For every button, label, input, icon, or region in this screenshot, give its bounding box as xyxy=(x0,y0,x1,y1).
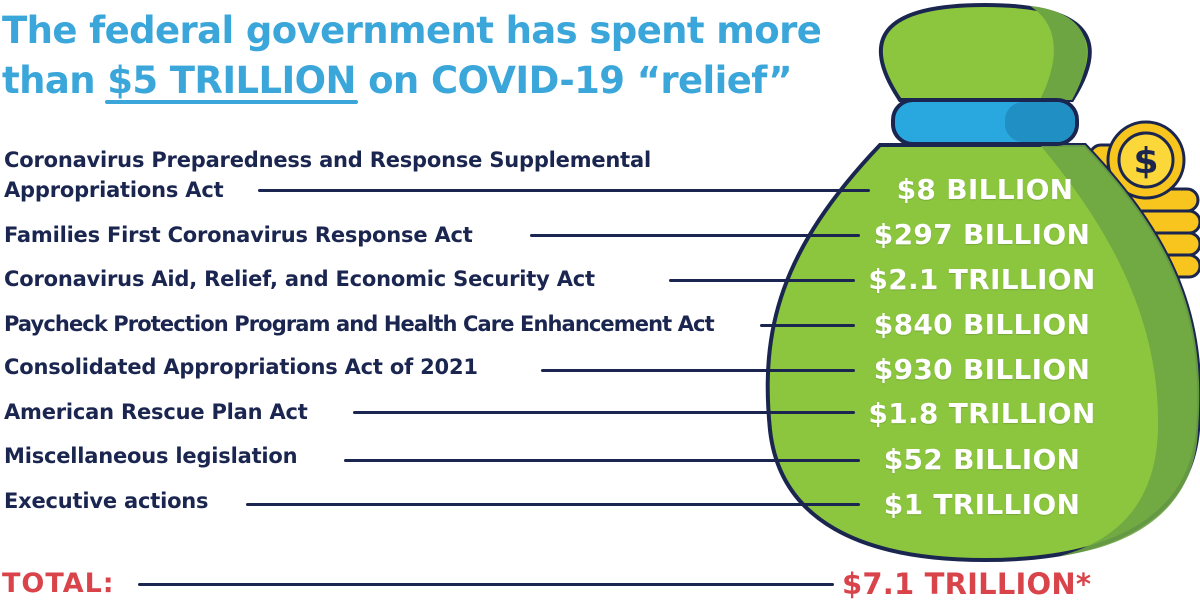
leader-line-4 xyxy=(760,324,855,327)
headline-prefix: than xyxy=(2,59,108,102)
total-label: TOTAL: xyxy=(2,568,115,599)
headline-suffix: on COVID-19 “relief” xyxy=(355,59,792,102)
leader-line-5 xyxy=(541,369,855,372)
leader-line-1 xyxy=(258,189,870,192)
total-amount: $7.1 TRILLION* xyxy=(842,567,1092,601)
amount-4: $840 BILLION xyxy=(873,308,1091,341)
leader-line-7 xyxy=(344,459,860,462)
amount-3: $2.1 TRILLION xyxy=(868,263,1096,296)
headline: The federal government has spent more th… xyxy=(2,6,862,106)
act-label-1-line-1: Coronavirus Preparedness and Response Su… xyxy=(4,148,651,172)
total-leader-line xyxy=(138,583,834,586)
amount-7: $52 BILLION xyxy=(883,443,1081,476)
act-label-7: Miscellaneous legislation xyxy=(4,444,298,468)
act-label-3: Coronavirus Aid, Relief, and Economic Se… xyxy=(4,267,595,291)
leader-line-2 xyxy=(530,234,860,237)
amount-8: $1 TRILLION xyxy=(883,488,1081,521)
money-bag-icon xyxy=(765,2,1200,563)
leader-line-3 xyxy=(669,279,855,282)
act-label-8: Executive actions xyxy=(4,489,209,513)
act-label-1-line-2: Appropriations Act xyxy=(4,178,224,202)
act-label-5: Consolidated Appropriations Act of 2021 xyxy=(4,355,478,379)
act-label-2: Families First Coronavirus Response Act xyxy=(4,223,473,247)
leader-line-6 xyxy=(353,411,855,414)
act-label-6: American Rescue Plan Act xyxy=(4,400,308,424)
amount-5: $930 BILLION xyxy=(873,353,1091,386)
dollar-coin-icon: $ xyxy=(1106,120,1186,200)
headline-highlight: $5 TRILLION xyxy=(105,56,358,106)
act-label-4: Paycheck Protection Program and Health C… xyxy=(4,312,715,336)
amount-1: $8 BILLION xyxy=(896,173,1074,206)
headline-line-1: The federal government has spent more xyxy=(2,9,822,52)
dollar-sign-icon: $ xyxy=(1133,141,1158,182)
amount-6: $1.8 TRILLION xyxy=(868,397,1096,430)
amount-2: $297 BILLION xyxy=(873,218,1091,251)
leader-line-8 xyxy=(246,503,860,506)
headline-line-2: than $5 TRILLION on COVID-19 “relief” xyxy=(2,56,862,106)
